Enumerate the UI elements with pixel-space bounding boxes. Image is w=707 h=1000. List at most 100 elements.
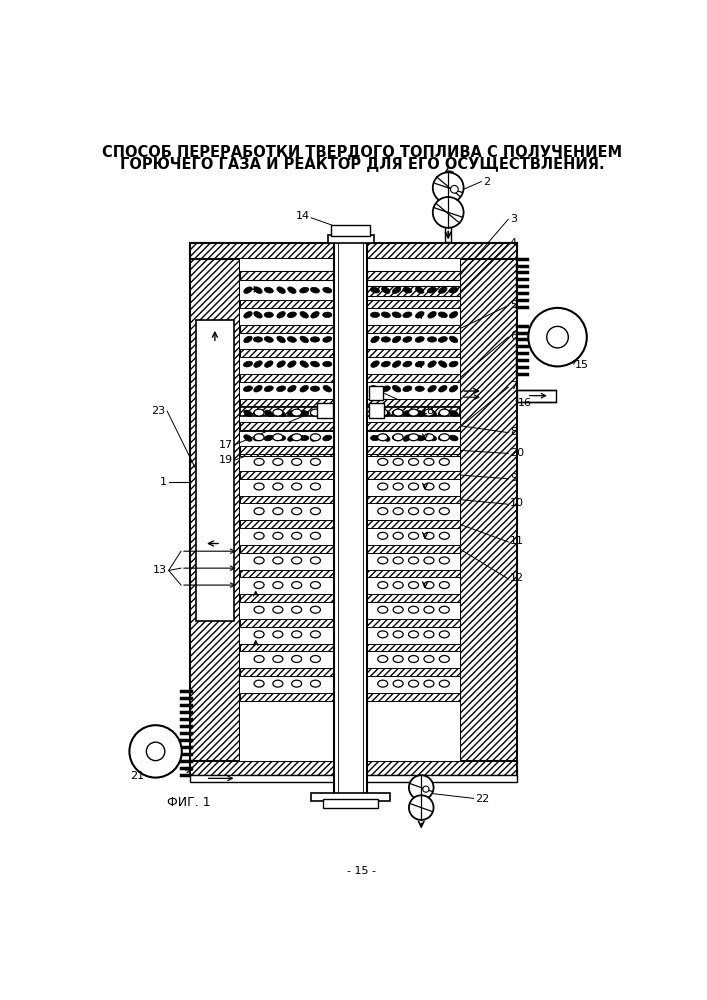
Ellipse shape [273, 680, 283, 687]
Ellipse shape [370, 361, 379, 367]
Text: 9: 9 [510, 473, 517, 483]
Ellipse shape [273, 631, 283, 638]
Ellipse shape [438, 385, 447, 392]
Ellipse shape [273, 458, 283, 465]
Text: 15: 15 [575, 360, 589, 370]
Text: 10: 10 [510, 498, 524, 508]
Ellipse shape [243, 361, 252, 367]
Ellipse shape [264, 287, 274, 293]
Ellipse shape [424, 582, 434, 589]
Text: 5: 5 [510, 300, 517, 310]
Text: 14: 14 [296, 211, 310, 221]
Ellipse shape [322, 312, 332, 318]
Circle shape [450, 185, 458, 193]
Bar [368, 423, 460, 431]
Ellipse shape [254, 582, 264, 589]
Ellipse shape [450, 336, 458, 343]
Bar [240, 407, 334, 416]
Ellipse shape [254, 361, 262, 367]
Bar [240, 422, 334, 430]
Circle shape [547, 326, 568, 348]
Ellipse shape [264, 361, 273, 367]
Ellipse shape [253, 337, 262, 342]
Ellipse shape [300, 312, 308, 318]
Bar [190, 774, 518, 782]
Ellipse shape [393, 483, 403, 490]
Ellipse shape [288, 385, 296, 392]
Ellipse shape [292, 532, 302, 539]
Ellipse shape [392, 287, 401, 293]
Ellipse shape [438, 435, 448, 441]
Ellipse shape [416, 312, 424, 318]
Bar [240, 325, 334, 333]
Ellipse shape [378, 532, 387, 539]
Ellipse shape [393, 680, 403, 687]
Ellipse shape [403, 386, 412, 392]
Ellipse shape [393, 532, 403, 539]
Ellipse shape [381, 312, 390, 318]
Bar [368, 422, 460, 430]
Ellipse shape [254, 680, 264, 687]
Ellipse shape [393, 557, 403, 564]
Bar [331, 225, 370, 235]
Ellipse shape [310, 386, 320, 391]
Ellipse shape [254, 508, 264, 515]
Ellipse shape [392, 312, 401, 318]
Bar [368, 325, 460, 333]
Ellipse shape [424, 532, 434, 539]
Bar [240, 545, 334, 553]
Bar [368, 448, 460, 456]
Ellipse shape [415, 361, 424, 367]
Ellipse shape [378, 458, 387, 465]
Text: 18: 18 [421, 406, 436, 416]
Ellipse shape [403, 435, 411, 441]
Ellipse shape [415, 337, 424, 342]
Ellipse shape [378, 409, 387, 416]
Bar [240, 594, 334, 602]
Ellipse shape [244, 435, 252, 441]
Ellipse shape [264, 312, 274, 318]
Ellipse shape [310, 434, 320, 441]
Ellipse shape [277, 410, 286, 417]
Ellipse shape [310, 337, 320, 342]
Ellipse shape [300, 435, 309, 441]
Ellipse shape [378, 656, 387, 662]
Ellipse shape [310, 287, 320, 293]
Ellipse shape [409, 458, 419, 465]
Ellipse shape [264, 337, 274, 342]
Bar [240, 693, 334, 701]
Ellipse shape [381, 386, 390, 392]
Ellipse shape [292, 582, 302, 589]
Ellipse shape [438, 337, 448, 342]
Bar [240, 399, 334, 406]
Ellipse shape [323, 337, 332, 342]
Ellipse shape [310, 606, 320, 613]
Ellipse shape [254, 434, 264, 441]
Ellipse shape [292, 508, 302, 515]
Ellipse shape [449, 411, 458, 416]
Text: ФИГ. 1: ФИГ. 1 [167, 796, 211, 809]
Ellipse shape [428, 287, 436, 293]
Ellipse shape [292, 458, 302, 465]
Ellipse shape [428, 435, 436, 441]
Ellipse shape [254, 656, 264, 662]
Ellipse shape [381, 361, 390, 367]
Ellipse shape [378, 606, 387, 613]
Ellipse shape [439, 532, 450, 539]
Ellipse shape [273, 656, 283, 662]
Ellipse shape [378, 508, 387, 515]
Ellipse shape [310, 631, 320, 638]
Text: 22: 22 [475, 794, 489, 804]
Ellipse shape [409, 680, 419, 687]
Ellipse shape [370, 410, 379, 417]
Bar [240, 619, 334, 627]
Ellipse shape [393, 409, 403, 416]
Text: 4: 4 [510, 238, 517, 248]
Bar [368, 619, 460, 627]
Circle shape [528, 308, 587, 366]
Circle shape [409, 795, 433, 820]
Ellipse shape [392, 435, 401, 441]
Ellipse shape [370, 312, 380, 318]
Ellipse shape [409, 409, 419, 416]
Ellipse shape [273, 606, 283, 613]
